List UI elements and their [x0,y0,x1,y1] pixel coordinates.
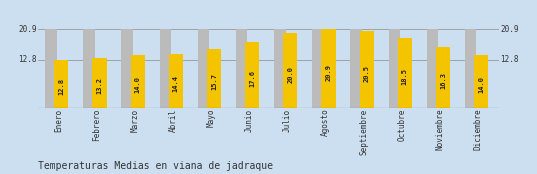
Text: 16.3: 16.3 [440,72,446,89]
Bar [389,29,400,108]
Text: Temperaturas Medias en viana de jadraque: Temperaturas Medias en viana de jadraque [38,161,273,171]
Bar [474,55,488,108]
Text: 18.5: 18.5 [402,68,408,85]
Text: 14.0: 14.0 [478,76,484,93]
Bar [121,29,133,108]
Text: 20.0: 20.0 [287,66,293,83]
Bar [207,49,221,108]
Bar [245,42,259,108]
Text: 13.2: 13.2 [97,77,103,94]
Bar [436,47,450,108]
Text: 20.9: 20.9 [18,25,37,34]
Text: 15.7: 15.7 [211,73,217,90]
Text: 17.6: 17.6 [249,70,255,87]
Bar [398,38,412,108]
Bar [465,29,476,108]
Bar [321,29,336,108]
Text: 12.8: 12.8 [59,78,64,95]
Bar [236,29,248,108]
Bar [274,29,286,108]
Text: 14.4: 14.4 [173,75,179,92]
Text: 20.5: 20.5 [364,65,369,82]
Bar [159,29,171,108]
Text: 14.0: 14.0 [135,76,141,93]
Bar [169,54,183,108]
Bar [427,29,438,108]
Bar [130,55,145,108]
Text: 12.8: 12.8 [18,55,37,64]
Bar [313,29,324,108]
Bar [54,60,69,108]
Bar [198,29,209,108]
Text: 20.9: 20.9 [500,25,519,34]
Bar [45,29,57,108]
Bar [92,58,107,108]
Text: 20.9: 20.9 [325,64,331,81]
Bar [283,33,297,108]
Bar [359,31,374,108]
Text: 12.8: 12.8 [500,55,519,64]
Bar [351,29,362,108]
Bar [83,29,95,108]
